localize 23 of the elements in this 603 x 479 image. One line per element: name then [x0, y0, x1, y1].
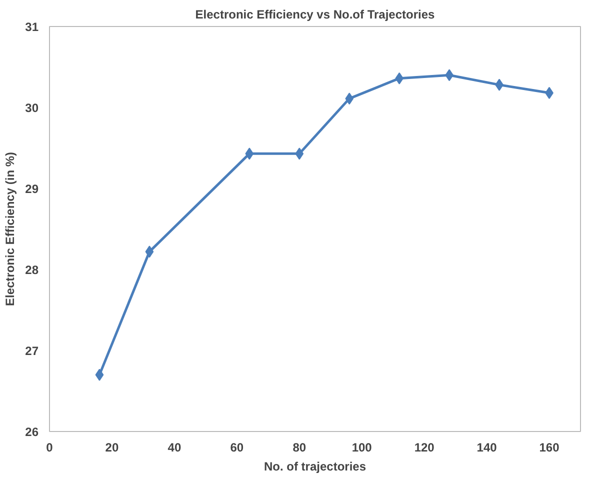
y-axis-title: Electronic Efficiency (in %): [3, 152, 18, 306]
x-tick-label: 20: [105, 440, 119, 454]
x-tick-label: 80: [292, 440, 306, 454]
x-tick-label: 0: [46, 440, 54, 454]
x-tick-label: 140: [476, 440, 498, 454]
x-tick-label: 100: [352, 440, 372, 454]
y-tick-label: 31: [25, 20, 39, 34]
chart-title: Electronic Efficiency vs No.of Trajectories: [195, 8, 436, 22]
point: [95, 368, 104, 381]
x-axis-title: No. of trajectories: [264, 460, 366, 474]
x-tick-label: 160: [539, 440, 560, 454]
x-tick-label: 60: [230, 440, 244, 454]
point: [245, 148, 254, 160]
point: [145, 246, 154, 258]
y-tick-label: 26: [25, 425, 39, 439]
y-tick-label: 29: [25, 182, 39, 196]
point: [345, 92, 354, 105]
point: [295, 148, 304, 160]
y-tick-label: 30: [25, 101, 39, 115]
x-tick-label: 40: [168, 440, 182, 454]
y-tick-label: 27: [25, 344, 39, 358]
y-tick-label: 28: [25, 263, 39, 277]
x-tick-label: 120: [414, 440, 435, 454]
